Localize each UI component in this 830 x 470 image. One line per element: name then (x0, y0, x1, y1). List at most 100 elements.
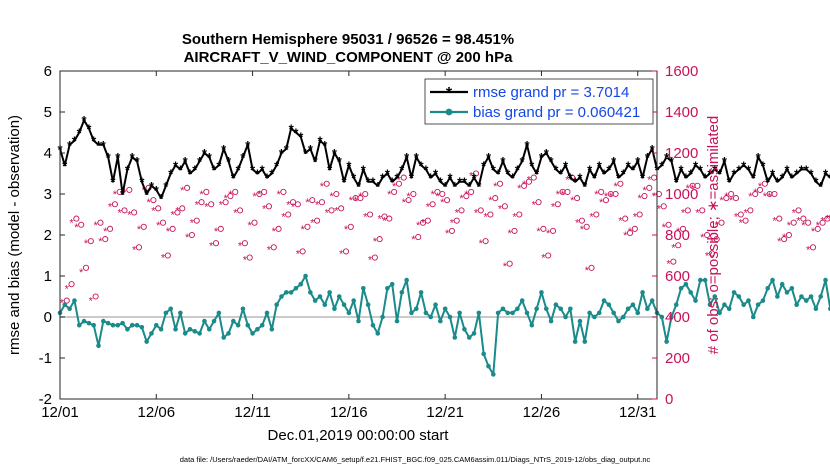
obs-possible-point (429, 201, 436, 208)
rmse-point: * (197, 154, 203, 169)
obs-possible-point (333, 190, 340, 198)
rmse-point: * (804, 162, 810, 177)
bias-point (283, 290, 289, 295)
bias-point (81, 318, 87, 324)
rmse-point: * (361, 162, 367, 177)
bias-point (221, 335, 226, 340)
obs-possible-point (265, 203, 273, 210)
obs-assimilated-point: * (118, 207, 123, 219)
bias-point (558, 306, 564, 312)
bias-point (722, 302, 727, 308)
obs-possible-point (386, 215, 393, 222)
rmse-point: * (342, 175, 348, 190)
obs-possible-point (747, 207, 754, 214)
rmse-point: * (539, 150, 545, 165)
obs-possible-point (241, 240, 248, 247)
rmse-point: * (438, 175, 444, 190)
obs-possible-point (97, 219, 104, 226)
y-tick-label: 6 (44, 63, 52, 80)
bias-point (645, 306, 650, 312)
obs-possible-point (371, 254, 378, 261)
rmse-point: * (491, 162, 497, 177)
rmse-point: * (476, 179, 482, 194)
bias-point (466, 335, 472, 340)
bias-point (317, 294, 323, 299)
rmse-point: * (784, 162, 790, 177)
rmse-point: * (274, 158, 280, 173)
obs-assimilated-point: * (666, 259, 671, 271)
obs-possible-point (463, 192, 470, 200)
obs-possible-point (150, 197, 157, 204)
rmse-point: * (289, 121, 295, 136)
bias-point (336, 294, 342, 299)
obs-assimilated-point: * (363, 212, 368, 224)
bias-point (211, 318, 217, 324)
bias-point (149, 331, 154, 336)
obs-possible-point (193, 217, 200, 224)
bias-point (669, 314, 674, 320)
obs-possible-point (761, 180, 768, 187)
obs-possible-point (819, 219, 826, 226)
obs-assimilated-point: * (681, 207, 686, 219)
bias-point (346, 310, 352, 316)
obs-possible-point (776, 215, 783, 222)
bias-point (678, 286, 684, 291)
obs-possible-point (357, 195, 364, 202)
bias-point (731, 290, 737, 295)
bias-point (462, 327, 467, 332)
bias-point (187, 327, 193, 332)
bias-point (500, 306, 506, 312)
obs-possible-point (362, 190, 369, 198)
rmse-point: * (67, 138, 73, 153)
obs-assimilated-point: * (146, 197, 151, 209)
obs-possible-point (626, 229, 634, 236)
rmse-point: * (693, 158, 699, 173)
rmse-point: * (255, 167, 261, 182)
x-tick-label: 12/31 (619, 404, 657, 421)
bias-point (659, 314, 665, 320)
obs-assimilated-point: * (320, 181, 325, 193)
rmse-point: * (640, 171, 646, 186)
obs-assimilated-point: * (474, 207, 479, 219)
obs-assimilated-point: * (816, 220, 821, 232)
bias-point (101, 318, 106, 324)
rmse-point: * (717, 167, 723, 182)
bias-point (231, 318, 236, 324)
obs-possible-point (328, 207, 335, 214)
rmse-point: * (828, 171, 830, 186)
rmse-point: * (553, 162, 559, 177)
rmse-point: * (168, 167, 174, 182)
x-tick-label: 12/11 (234, 404, 270, 421)
y-tick-label: 0 (44, 309, 52, 326)
obs-assimilated-point: * (792, 207, 797, 219)
bias-point (442, 306, 448, 312)
obs-assimilated-point: * (575, 218, 580, 230)
legend-rmse-label: rmse grand pr = 3.7014 (473, 84, 629, 101)
rmse-point: * (529, 158, 535, 173)
obs-possible-point (111, 201, 118, 208)
obs-possible-point (410, 190, 417, 198)
obs-possible-point (525, 178, 532, 185)
bias-point (72, 298, 77, 303)
bias-point (529, 322, 535, 328)
rmse-point: * (630, 162, 636, 177)
bias-point (568, 306, 573, 312)
obs-possible-point (68, 281, 75, 288)
y-axis-label-right: # of obs: o=possible; ∗=assimilated (705, 116, 722, 355)
obs-assimilated-point: * (512, 212, 517, 224)
bias-point (760, 298, 766, 303)
obs-possible-point (131, 209, 138, 216)
bias-point (158, 327, 164, 332)
rmse-point: * (789, 171, 795, 186)
obs-assimilated-point: * (252, 191, 257, 203)
rmse-point: * (688, 167, 694, 182)
obs-possible-point (78, 221, 85, 228)
rmse-point: * (597, 158, 603, 173)
bias-point (76, 322, 82, 328)
bias-point (341, 302, 347, 308)
obs-possible-point (87, 238, 94, 245)
obs-assimilated-point: * (204, 201, 209, 213)
obs-possible-point (756, 186, 764, 193)
obs-assimilated-point: * (214, 226, 219, 238)
bias-point (577, 318, 583, 324)
